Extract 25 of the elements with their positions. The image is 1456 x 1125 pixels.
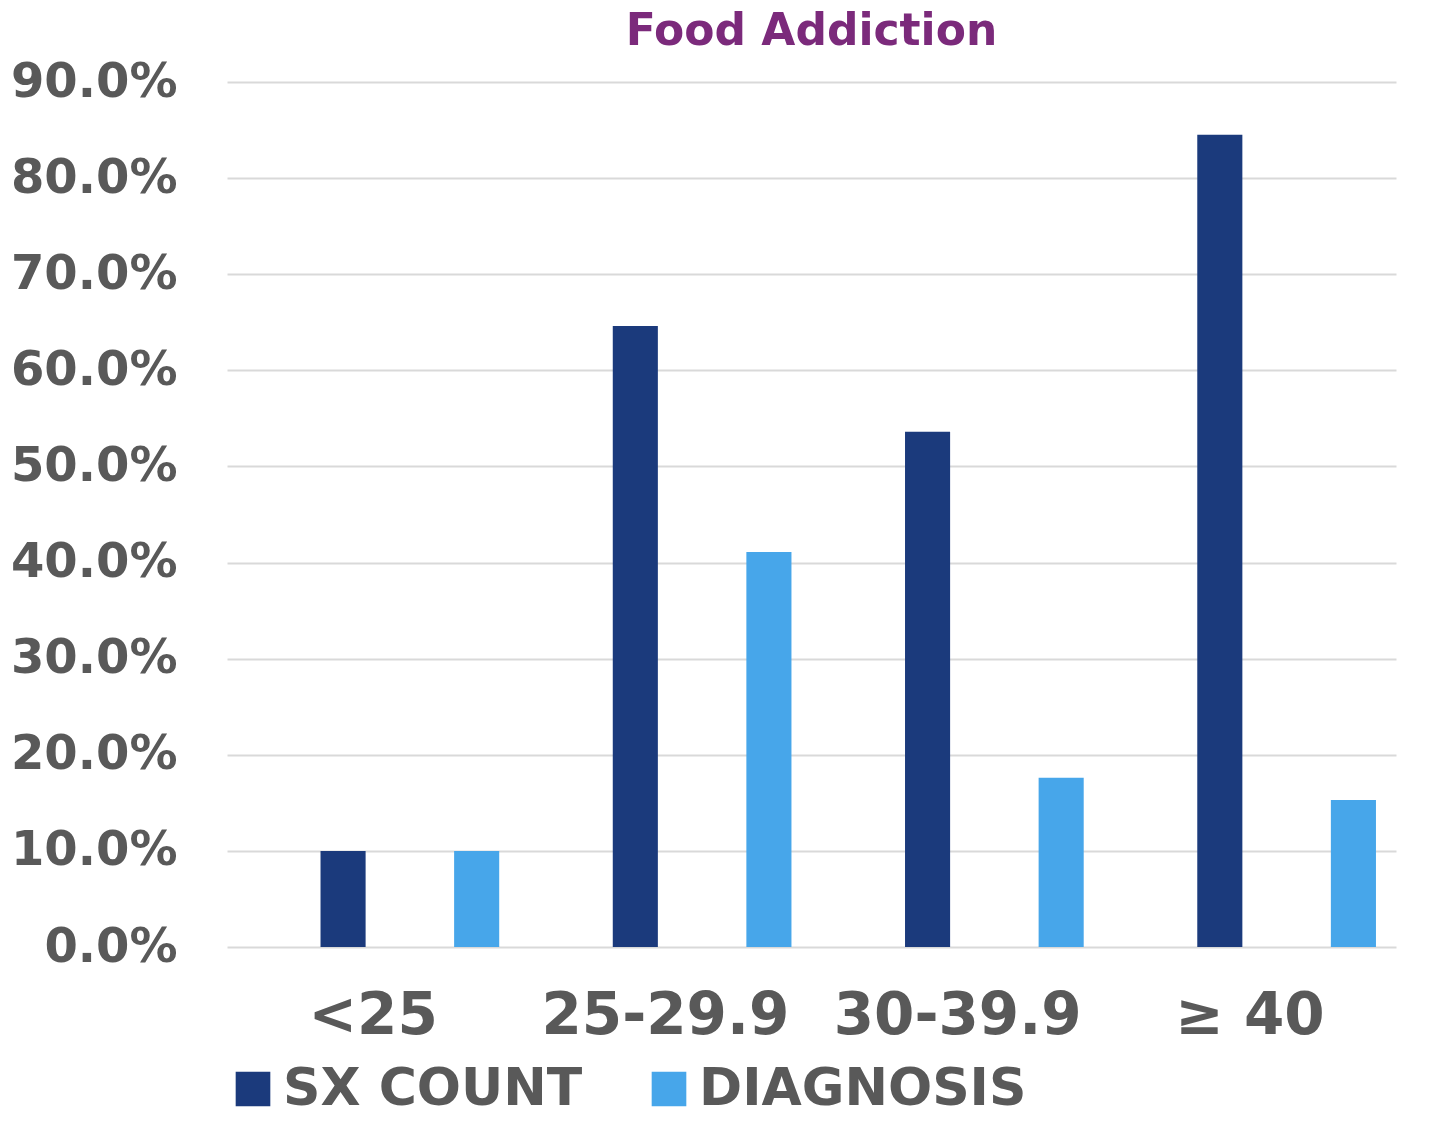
bar [612,326,658,947]
y-tick-label: 40.0% [10,532,178,589]
legend-label: SX COUNT [283,1057,583,1117]
y-tick-label: 10.0% [10,820,178,877]
bar [746,551,792,947]
x-tick-label: <25 [308,979,438,1048]
y-tick-label: 60.0% [10,339,178,396]
y-tick-label: 50.0% [10,435,178,492]
y-tick-label: 80.0% [10,147,178,204]
y-tick-label: 0.0% [44,916,178,973]
bar [1330,799,1376,947]
y-tick-label: 20.0% [10,724,178,781]
bar [1038,777,1084,947]
bar [320,850,366,947]
x-tick-label: 30-39.9 [833,979,1082,1048]
y-tick-label: 70.0% [10,243,178,300]
y-tick-label: 90.0% [10,51,178,108]
legend-label: DIAGNOSIS [699,1057,1027,1117]
y-tick-label: 30.0% [10,628,178,685]
bar [1197,134,1243,947]
x-tick-label: ≥ 40 [1175,979,1325,1048]
chart-title: Food Addiction [625,4,998,55]
bar [905,431,951,947]
bar [454,850,500,947]
x-tick-label: 25-29.9 [541,979,790,1048]
